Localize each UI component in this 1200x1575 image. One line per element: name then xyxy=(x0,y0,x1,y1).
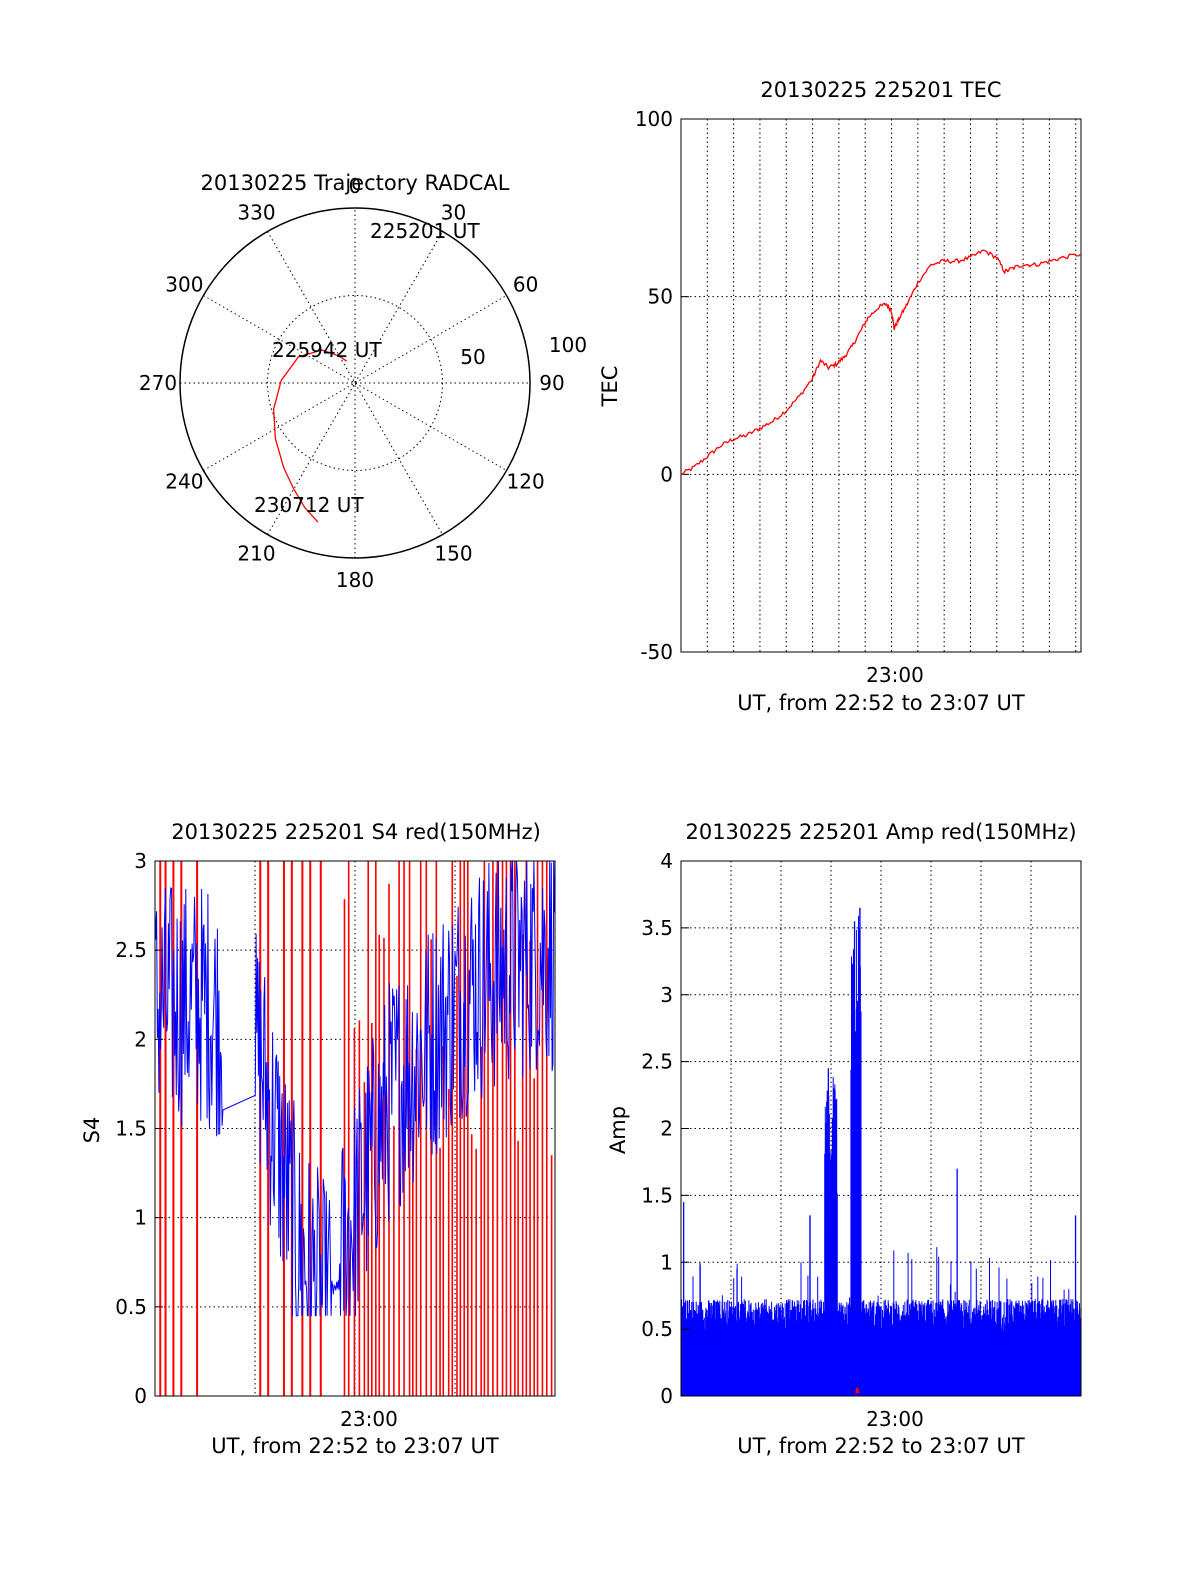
amp-ytick-label: 2.5 xyxy=(641,1050,673,1074)
amp-ytick-label: 1.5 xyxy=(641,1183,673,1207)
polar-azimuth-label: 270 xyxy=(139,371,177,395)
polar-azimuth-label: 120 xyxy=(507,470,545,494)
amp-ytick-label: 1 xyxy=(660,1250,673,1274)
s4-ytick-label: 2.5 xyxy=(115,938,147,962)
amp-xlabel: UT, from 22:52 to 23:07 UT xyxy=(737,1434,1025,1458)
tec-grid xyxy=(681,118,1081,653)
amp-red-series xyxy=(855,1387,860,1394)
amp-panel: 20130225 225201 Amp red(150MHz) 0 0.5 1 1.5… xyxy=(606,820,1082,1458)
trajectory-mid-label: 225942 UT xyxy=(272,338,382,362)
s4-blue-series xyxy=(154,860,555,1317)
polar-azimuth-label: 300 xyxy=(165,273,203,297)
s4-xlabel: UT, from 22:52 to 23:07 UT xyxy=(211,1434,499,1458)
polar-azimuth-label: 330 xyxy=(237,200,275,224)
tec-title: 20130225 225201 TEC xyxy=(760,78,1001,102)
polar-radius-label-100: 100 xyxy=(549,333,587,357)
s4-ylabel: S4 xyxy=(80,1117,104,1144)
tec-ytick-label: 100 xyxy=(635,107,673,131)
polar-trajectory-line xyxy=(272,349,347,523)
polar-azimuth-label: 240 xyxy=(165,470,203,494)
amp-ytick-label: 0.5 xyxy=(641,1317,673,1341)
polar-azimuth-label: 210 xyxy=(237,542,275,566)
s4-title: 20130225 225201 S4 red(150MHz) xyxy=(171,820,541,844)
amp-title: 20130225 225201 Amp red(150MHz) xyxy=(685,820,1076,844)
polar-radius-label-50: 50 xyxy=(460,345,485,369)
amp-y-ticks: 0 0.5 1 1.5 2 2.5 3 3.5 4 xyxy=(641,849,689,1408)
polar-azimuth-label: 0 xyxy=(349,174,362,198)
polar-grid xyxy=(179,207,531,559)
polar-azimuth-label: 180 xyxy=(336,568,374,592)
s4-y-ticks: 0 0.5 1 1.5 2 2.5 3 xyxy=(115,849,163,1408)
tec-xtick-2300: 23:00 xyxy=(866,663,924,687)
amp-ylabel: Amp xyxy=(606,1106,630,1154)
trajectory-end-label: 230712 UT xyxy=(254,493,364,517)
amp-xtick-2300: 23:00 xyxy=(866,1407,924,1431)
tec-plot-frame xyxy=(680,118,1082,653)
amp-ytick-label: 4 xyxy=(660,849,673,873)
s4-ytick-label: 1.5 xyxy=(115,1117,147,1141)
s4-ytick-label: 0.5 xyxy=(115,1295,147,1319)
amp-ytick-label: 3.5 xyxy=(641,916,673,940)
amp-plot-frame xyxy=(680,860,1082,1397)
amp-ytick-label: 3 xyxy=(660,983,673,1007)
s4-ytick-label: 2 xyxy=(134,1027,147,1051)
tec-ytick-label: -50 xyxy=(640,640,673,664)
tec-ytick-label: 0 xyxy=(660,462,673,486)
polar-azimuth-label: 150 xyxy=(434,542,472,566)
trajectory-start-label: 225201 UT xyxy=(370,219,480,243)
s4-ytick-label: 3 xyxy=(134,849,147,873)
tec-ytick-label: 50 xyxy=(648,285,673,309)
s4-ytick-label: 0 xyxy=(134,1384,147,1408)
amp-ytick-label: 2 xyxy=(660,1117,673,1141)
tec-series-line xyxy=(680,249,1082,476)
s4-panel: 20130225 225201 S4 red(150MHz) 0 0.5 1 1.5 2… xyxy=(80,820,556,1458)
tec-ylabel: TEC xyxy=(598,366,622,408)
polar-azimuth-label: 30 xyxy=(441,200,466,224)
amp-ytick-label: 0 xyxy=(660,1384,673,1408)
tec-y-ticks: -50 0 50 100 xyxy=(635,107,689,664)
s4-xtick-2300: 23:00 xyxy=(340,1407,398,1431)
s4-ytick-label: 1 xyxy=(134,1206,147,1230)
polar-azimuth-label: 90 xyxy=(539,371,564,395)
polar-title: 20130225 Trajectory RADCAL xyxy=(201,171,510,195)
amp-blue-series xyxy=(680,907,1082,1396)
tec-xlabel: UT, from 22:52 to 23:07 UT xyxy=(737,691,1025,715)
polar-panel: 20130225 Trajectory RADCAL 0 30 60 90 120 150… xyxy=(139,171,587,592)
polar-azimuth-label: 60 xyxy=(513,273,538,297)
s4-plot-frame xyxy=(154,860,556,1397)
polar-azimuth-labels: 0 30 60 90 120 150 180 210 240 270 300 330 xyxy=(139,174,565,592)
